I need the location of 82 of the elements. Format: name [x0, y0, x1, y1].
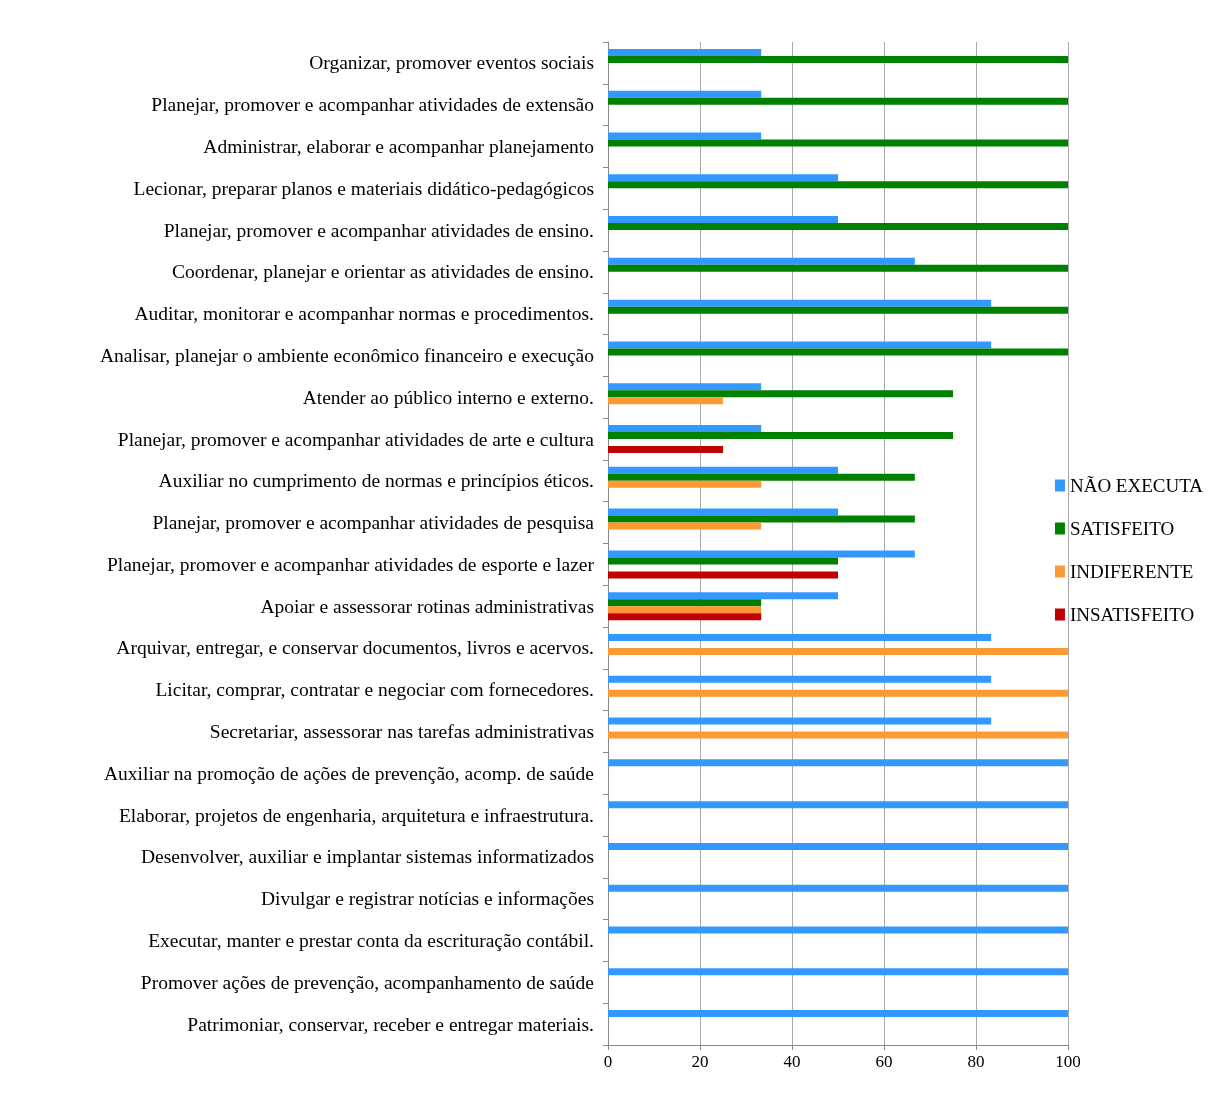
y-tick-label: Coordenar, planejar e orientar as atividades de ensino.: [171, 261, 594, 283]
bar: [608, 306, 1068, 314]
bar: [608, 446, 723, 454]
y-tick-label: Analisar, planejar o ambiente econômico financeiro e execução: [99, 344, 594, 366]
bar: [608, 571, 838, 579]
bar: [608, 397, 723, 405]
y-tick-label: Auditar, monitorar e acompanhar normas e procedimentos.: [134, 303, 594, 325]
y-tick-label: Arquivar, entregar, e conservar documentos, livros e acervos.: [116, 637, 594, 659]
bar: [608, 884, 1068, 892]
bar: [608, 174, 838, 182]
bar: [608, 383, 762, 391]
y-tick-label: Atender ao público interno e externo.: [302, 386, 594, 408]
y-tick-label: Executar, manter e prestar conta da escrituração contábil.: [148, 930, 594, 952]
bar: [608, 223, 1068, 231]
bar: [608, 48, 762, 56]
legend-label: SATISFEITO: [1069, 518, 1175, 539]
bar: [608, 90, 762, 98]
legend-label: NÃO EXECUTA: [1069, 475, 1204, 496]
y-tick-label: Planejar, promover e acompanhar atividades de extensão: [151, 94, 594, 116]
y-tick-label: Organizar, promover eventos sociais: [309, 52, 594, 74]
bar: [608, 508, 838, 516]
bar: [608, 390, 953, 398]
x-tick-label: 60: [875, 1052, 893, 1071]
bar: [608, 299, 992, 307]
y-tick-label: Secretariar, assessorar nas tarefas administrativas: [209, 721, 594, 743]
x-tick-label: 40: [783, 1052, 801, 1071]
bar: [608, 606, 762, 614]
bar: [608, 633, 992, 641]
y-tick-label: Auxiliar no cumprimento de normas e princípios éticos.: [158, 470, 594, 492]
bar: [608, 55, 1068, 63]
bar: [608, 466, 838, 474]
bar: [608, 675, 992, 683]
y-tick-label: Administrar, elaborar e acompanhar planejamento: [203, 135, 594, 157]
y-tick-label: Apoiar e assessorar rotinas administrativas: [260, 595, 594, 617]
bar: [608, 473, 915, 481]
legend-label: INSATISFEITO: [1069, 604, 1195, 625]
bar: [608, 216, 838, 224]
x-tick-label: 0: [603, 1052, 613, 1071]
y-tick-label: Planejar, promover e acompanhar atividades de ensino.: [163, 219, 594, 241]
bar: [608, 1010, 1068, 1018]
bar: [608, 480, 762, 488]
bar: [608, 132, 762, 140]
y-tick-label: Patrimoniar, conservar, receber e entregar materiais.: [187, 1013, 594, 1035]
bar: [608, 348, 1068, 356]
bar: [608, 717, 992, 725]
x-tick-label: 100: [1055, 1052, 1081, 1071]
y-tick-label: Elaborar, projetos de engenharia, arquitetura e infraestrutura.: [118, 804, 594, 826]
bar: [608, 425, 762, 433]
bar: [608, 515, 915, 523]
y-tick-label: Divulgar e registrar notícias e informações: [261, 888, 594, 910]
y-tick-label: Auxiliar na promoção de ações de prevenção, acomp. de saúde: [104, 762, 594, 784]
x-tick-label: 20: [691, 1052, 709, 1071]
bar: [608, 599, 762, 607]
bar: [608, 139, 1068, 147]
y-tick-label: Promover ações de prevenção, acompanhamento de saúde: [140, 971, 594, 993]
legend-label: INDIFERENTE: [1069, 561, 1194, 582]
bar: [608, 968, 1068, 976]
bar: [608, 341, 992, 349]
y-tick-label: Lecionar, preparar planos e materiais didático-pedagógicos: [133, 177, 594, 199]
bar: [608, 432, 953, 440]
bar: [608, 613, 762, 621]
bar: [608, 842, 1068, 850]
bar: [608, 759, 1068, 767]
bar: [608, 264, 1068, 272]
bar: [608, 647, 1068, 655]
bar: [608, 257, 915, 265]
x-tick-label: 80: [967, 1052, 985, 1071]
bar: [608, 522, 762, 530]
bar: [608, 592, 838, 600]
bar: [608, 557, 838, 565]
bar: [608, 926, 1068, 934]
bar: [608, 97, 1068, 105]
bar: [608, 801, 1068, 809]
y-tick-label: Planejar, promover e acompanhar atividades de esporte e lazer: [106, 553, 595, 575]
y-tick-label: Licitar, comprar, contratar e negociar com fornecedores.: [155, 679, 594, 701]
bar: [608, 550, 915, 558]
bar: [608, 689, 1068, 697]
bar: [608, 731, 1068, 739]
y-tick-label: Desenvolver, auxiliar e implantar sistemas informatizados: [141, 846, 594, 868]
bar: [608, 181, 1068, 189]
y-tick-label: Planejar, promover e acompanhar atividades de arte e cultura: [117, 428, 595, 450]
y-tick-label: Planejar, promover e acompanhar atividades de pesquisa: [152, 512, 595, 534]
